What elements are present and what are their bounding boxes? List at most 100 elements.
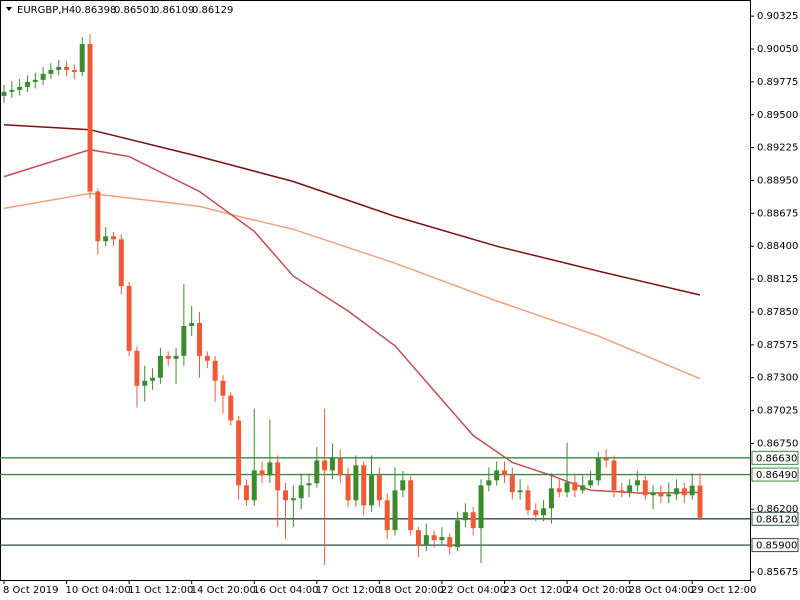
candle-body xyxy=(165,355,171,359)
candle-body xyxy=(243,485,249,501)
candle-body xyxy=(110,236,116,240)
level-label-box xyxy=(751,538,799,553)
candle-body xyxy=(423,535,429,546)
y-tick-label: 0.88675 xyxy=(757,208,798,219)
y-tick-label: 0.85675 xyxy=(757,567,798,578)
y-tick-label: 0.90325 xyxy=(757,11,798,22)
x-tick-label: 16 Oct 04:00 xyxy=(253,585,318,596)
menu-triangle[interactable] xyxy=(6,7,12,11)
candle-body xyxy=(157,355,163,378)
candle-body xyxy=(588,480,594,486)
y-tick-label: 0.87300 xyxy=(757,373,798,384)
candle-body xyxy=(369,475,375,506)
candle-body xyxy=(40,73,46,80)
candle-body xyxy=(126,286,132,351)
symbol: EURGBP,H4 xyxy=(17,5,75,16)
candle-body xyxy=(603,458,609,461)
candle-body xyxy=(486,480,492,486)
candle-body xyxy=(181,325,187,356)
candle-body xyxy=(306,483,312,486)
x-tick-label: 29 Oct 12:00 xyxy=(691,585,756,596)
moving-average xyxy=(3,148,701,495)
x-tick-label: 23 Oct 12:00 xyxy=(503,585,568,596)
x-tick-label: 22 Oct 04:00 xyxy=(441,585,506,596)
y-tick-label: 0.87025 xyxy=(757,406,798,417)
candle-body xyxy=(56,66,62,70)
candle-body xyxy=(17,86,23,90)
candle-body xyxy=(627,485,633,493)
candle-body xyxy=(204,355,210,361)
moving-average xyxy=(3,123,701,296)
candle-body xyxy=(9,89,15,92)
candle-body xyxy=(470,512,476,529)
candle-body xyxy=(439,537,445,541)
candle-body xyxy=(376,475,382,501)
y-tick-label: 0.86750 xyxy=(757,438,798,449)
candle-body xyxy=(322,460,328,471)
candle-body xyxy=(228,395,234,421)
candle-body xyxy=(400,480,406,491)
candle-body xyxy=(533,510,539,516)
x-tick-label: 11 Oct 12:00 xyxy=(128,585,193,596)
candle-body xyxy=(314,460,320,484)
candle-body xyxy=(353,465,359,501)
candle-body xyxy=(517,490,523,493)
y-tick-label: 0.89500 xyxy=(757,110,798,121)
header-close: 0.86129 xyxy=(192,5,233,16)
candle-body xyxy=(79,43,85,72)
level-label-box xyxy=(751,467,799,482)
candle-body xyxy=(580,485,586,491)
candle-body xyxy=(634,480,640,486)
candle-body xyxy=(650,492,656,496)
candle-body xyxy=(275,462,281,491)
candle-body xyxy=(259,470,265,476)
y-tick-label: 0.87850 xyxy=(757,307,798,318)
y-tick-label: 0.87575 xyxy=(757,340,798,351)
candle-body xyxy=(697,485,703,518)
candle-body xyxy=(595,458,601,481)
candle-body xyxy=(251,470,257,501)
y-tick-label: 0.86200 xyxy=(757,504,798,515)
candle-body xyxy=(681,488,687,496)
candle-body xyxy=(619,490,625,493)
level-label-box xyxy=(751,450,799,465)
candle-body xyxy=(267,462,273,476)
candle-body xyxy=(462,512,468,521)
candle-body xyxy=(189,322,195,326)
y-tick-label: 0.88400 xyxy=(757,241,798,252)
level-label: 0.86490 xyxy=(756,470,797,481)
candle-body xyxy=(220,380,226,396)
candle-body xyxy=(1,91,7,96)
level-label: 0.85900 xyxy=(756,541,797,552)
moving-average xyxy=(3,192,701,380)
candle-body xyxy=(658,492,664,497)
header-high: 0.86501 xyxy=(114,5,155,16)
candle-body xyxy=(197,322,203,356)
x-tick-label: 18 Oct 20:00 xyxy=(378,585,443,596)
candle-body xyxy=(283,490,289,501)
candle-body xyxy=(572,482,578,491)
candle-body xyxy=(173,355,179,359)
candle-body xyxy=(24,81,30,87)
header-low: 0.86109 xyxy=(153,5,194,16)
candle-body xyxy=(150,377,156,381)
candle-body xyxy=(87,43,93,192)
x-tick-label: 10 Oct 04:00 xyxy=(66,585,131,596)
candle-body xyxy=(666,494,672,497)
candle-body xyxy=(337,458,343,476)
candle-body xyxy=(345,475,351,501)
x-tick-label: 17 Oct 12:00 xyxy=(316,585,381,596)
candle-body xyxy=(509,475,515,493)
candle-body xyxy=(478,485,484,529)
y-tick-label: 0.90050 xyxy=(757,44,798,55)
header: EURGBP,H4 0.86398 0.86501 0.86109 0.8612… xyxy=(17,5,233,16)
candle-body xyxy=(689,485,695,496)
header-open: 0.86398 xyxy=(75,5,116,16)
y-tick-label: 0.88125 xyxy=(757,274,798,285)
candle-body xyxy=(329,458,335,471)
y-tick-label: 0.89775 xyxy=(757,77,798,88)
candle-body xyxy=(455,520,461,548)
candle-body xyxy=(32,79,38,82)
candle-body xyxy=(236,420,242,486)
candle-body xyxy=(48,69,54,74)
